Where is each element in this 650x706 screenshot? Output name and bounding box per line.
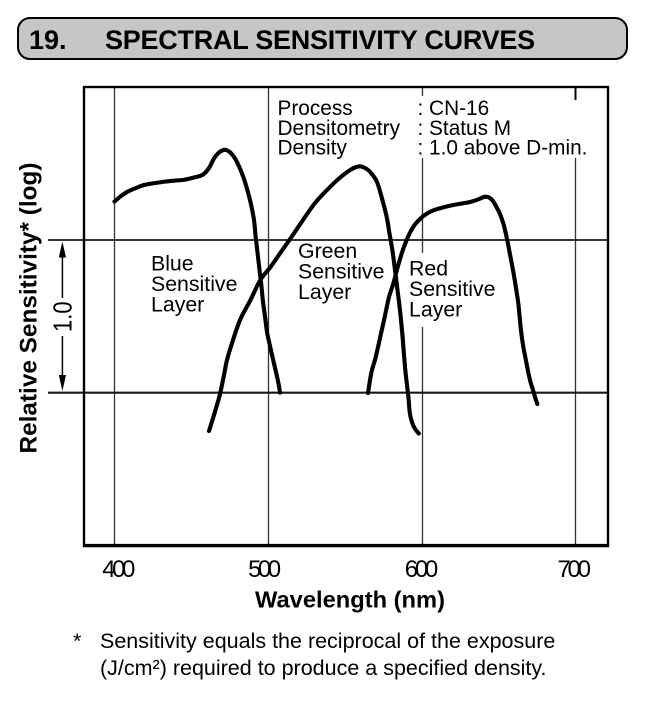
svg-text:: 1.0 above D-min.: : 1.0 above D-min. [418, 137, 588, 160]
svg-text:500: 500 [248, 556, 281, 583]
svg-text:Sensitivity equals the recipro: Sensitivity equals the reciprocal of the… [100, 629, 555, 653]
svg-text:Relative Sensitivity* (log): Relative Sensitivity* (log) [16, 163, 43, 454]
svg-text:Blue: Blue [151, 252, 194, 276]
svg-text:*: * [73, 629, 82, 653]
svg-text:Density: Density [278, 137, 348, 160]
svg-text:Green: Green [298, 239, 357, 263]
svg-text:Sensitive: Sensitive [409, 277, 495, 301]
svg-text:Densitometry: Densitometry [278, 117, 401, 140]
svg-text:1.0: 1.0 [48, 301, 78, 332]
svg-text:(J/cm²) required to produce a: (J/cm²) required to produce a specified … [100, 656, 547, 680]
svg-text:Sensitive: Sensitive [151, 272, 237, 296]
svg-text:700: 700 [557, 556, 591, 583]
svg-text:: Status M: : Status M [418, 117, 512, 140]
svg-text:Sensitive: Sensitive [298, 260, 384, 284]
svg-text:Layer: Layer [151, 293, 204, 317]
svg-text:Process: Process [278, 97, 353, 120]
svg-text:600: 600 [405, 556, 439, 583]
svg-text:Wavelength (nm): Wavelength (nm) [255, 587, 445, 613]
svg-text:Layer: Layer [298, 280, 351, 304]
svg-text:Layer: Layer [409, 298, 462, 322]
svg-text:400: 400 [102, 556, 135, 583]
svg-text:Red: Red [409, 257, 448, 281]
svg-text:: CN-16: : CN-16 [418, 97, 490, 120]
